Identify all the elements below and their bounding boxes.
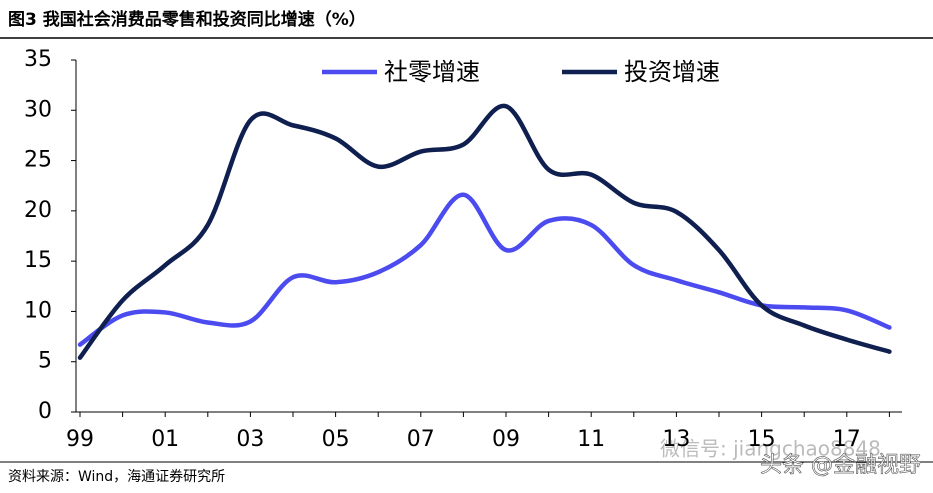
y-tick-label: 20 (24, 198, 52, 223)
watermark: 头条 @金融视野 (760, 453, 921, 478)
x-tick-label: 07 (407, 427, 435, 452)
x-tick-label: 15 (748, 427, 776, 452)
watermark: 微信号: jiangchao8848 (660, 437, 881, 461)
x-tick-label: 99 (66, 427, 94, 452)
y-tick-label: 10 (24, 298, 52, 323)
y-tick-label: 5 (38, 349, 52, 374)
legend-label: 社零增速 (384, 58, 480, 86)
x-tick-label: 17 (833, 427, 861, 452)
x-tick-label: 05 (322, 427, 350, 452)
chart-title: 图3 我国社会消费品零售和投资同比增速（%） (8, 9, 366, 30)
x-tick-label: 11 (577, 427, 605, 452)
x-tick-label: 13 (662, 427, 690, 452)
x-tick-label: 01 (151, 427, 179, 452)
y-tick-label: 30 (24, 97, 52, 122)
series-line (77, 103, 892, 360)
y-tick-label: 0 (38, 399, 52, 424)
legend-label: 投资增速 (624, 58, 720, 86)
x-tick-label: 03 (236, 427, 264, 452)
source-note: 资料来源：Wind，海通证券研究所 (8, 469, 225, 485)
y-tick-label: 25 (24, 148, 52, 173)
y-tick-label: 35 (24, 47, 52, 72)
series-line (77, 192, 892, 347)
y-tick-label: 15 (24, 248, 52, 273)
x-tick-label: 09 (492, 427, 520, 452)
